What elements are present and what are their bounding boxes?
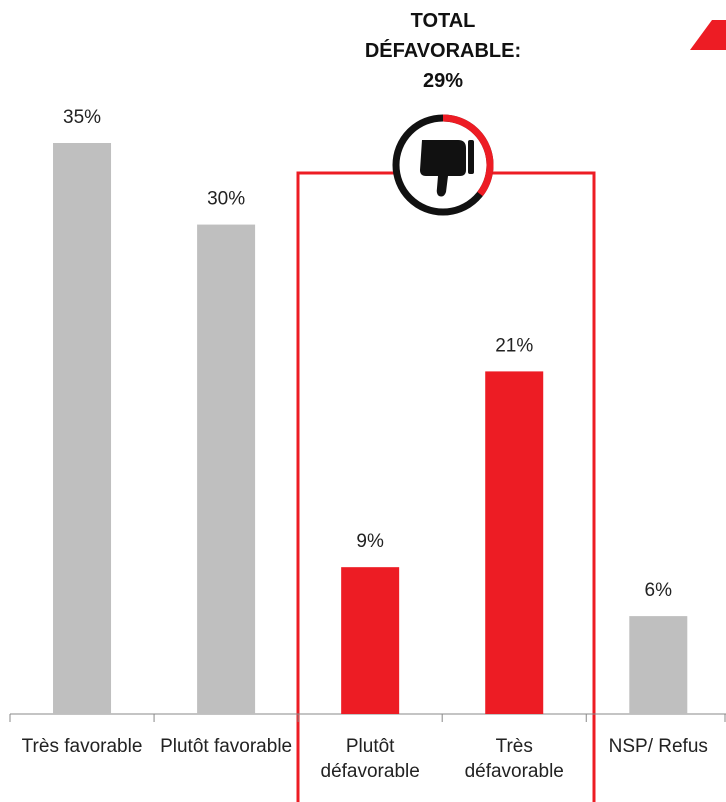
x-tick-label: Très favorable — [21, 736, 143, 757]
annotation: TOTAL DÉFAVORABLE: 29% — [364, 10, 522, 92]
value-label: 6% — [645, 580, 673, 601]
value-label: 21% — [495, 335, 533, 356]
x-tick-label: Plutôt défavorable — [320, 736, 420, 782]
x-tick-label: Très défavorable — [464, 736, 564, 782]
bar — [485, 371, 544, 714]
corner-decoration — [690, 20, 726, 50]
x-tick-label: NSP/ Refus — [608, 736, 708, 757]
icon-arc — [442, 114, 494, 197]
value-label: 9% — [356, 531, 384, 552]
bar — [53, 143, 112, 714]
value-label: 35% — [63, 107, 101, 128]
x-tick-label: Plutôt favorable — [160, 736, 293, 757]
thumb-down-icon — [420, 140, 474, 197]
bar — [197, 224, 256, 715]
value-label: 30% — [207, 189, 245, 210]
bar — [341, 567, 400, 714]
bar — [629, 616, 688, 714]
